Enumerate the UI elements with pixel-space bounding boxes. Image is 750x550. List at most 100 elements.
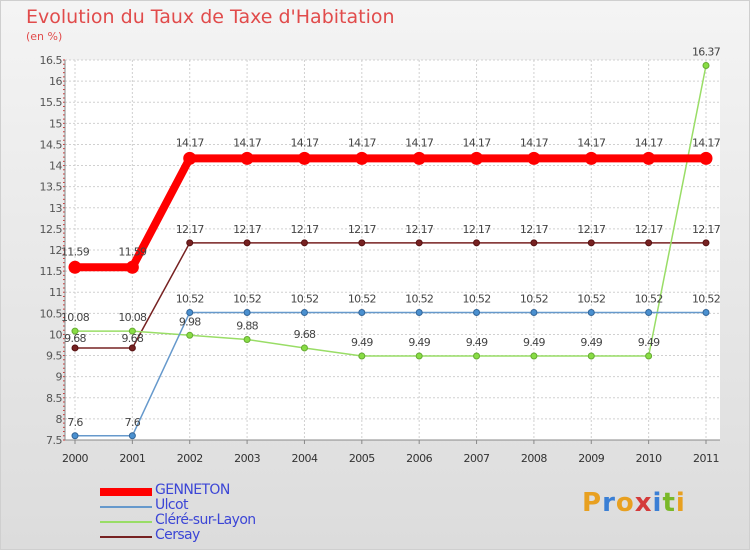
data-label: 14.17 <box>463 136 492 149</box>
y-tick-label: 11.5 <box>40 265 63 278</box>
data-label: 10.52 <box>577 292 605 305</box>
data-label: 9.68 <box>122 332 144 345</box>
data-point <box>125 260 139 274</box>
data-point <box>71 432 79 440</box>
data-point <box>186 239 194 247</box>
legend-swatch <box>100 488 152 496</box>
data-point <box>358 352 366 360</box>
data-point <box>71 327 79 335</box>
x-tick-label: 2000 <box>62 452 88 465</box>
data-label: 10.52 <box>463 292 491 305</box>
y-tick-label: 9 <box>56 371 63 384</box>
data-point <box>128 432 136 440</box>
data-point <box>243 239 251 247</box>
data-label: 9.98 <box>179 315 201 328</box>
data-label: 9.49 <box>580 336 602 349</box>
data-label: 12.17 <box>577 223 606 236</box>
y-tick-label: 8.5 <box>46 392 62 405</box>
data-label: 10.52 <box>290 292 318 305</box>
data-label: 9.49 <box>351 336 373 349</box>
data-point <box>645 239 653 247</box>
data-point <box>358 239 366 247</box>
data-point <box>300 239 308 247</box>
data-label: 14.17 <box>290 136 319 149</box>
data-label: 12.17 <box>520 223 549 236</box>
data-point <box>128 327 136 335</box>
y-tick-label: 16 <box>49 75 62 88</box>
data-label: 14.17 <box>520 136 549 149</box>
y-tick-label: 16.5 <box>40 54 63 67</box>
data-label: 7.6 <box>67 416 83 429</box>
data-point <box>71 344 79 352</box>
legend-label: GENNETON <box>155 482 230 498</box>
data-label: 12.17 <box>176 223 205 236</box>
logo-letter: o <box>615 488 635 518</box>
data-point <box>186 331 194 339</box>
data-point <box>702 239 710 247</box>
data-point <box>412 151 426 165</box>
legend-swatch <box>100 506 152 508</box>
data-point <box>645 308 653 316</box>
logo-letter: i <box>652 488 663 518</box>
data-label: 10.52 <box>635 292 663 305</box>
y-tick-label: 9.5 <box>46 350 62 363</box>
data-label: 12.17 <box>635 223 664 236</box>
logo-letter: x <box>634 488 653 518</box>
data-label: 10.52 <box>233 292 261 305</box>
data-point <box>527 151 541 165</box>
data-point <box>473 308 481 316</box>
data-label: 10.52 <box>405 292 433 305</box>
data-label: 14.17 <box>176 136 205 149</box>
x-tick-label: 2003 <box>234 452 260 465</box>
x-tick-label: 2007 <box>464 452 490 465</box>
x-tick-label: 2009 <box>578 452 604 465</box>
logo-letter: P <box>582 488 603 518</box>
data-point <box>300 344 308 352</box>
data-label: 9.49 <box>523 336 545 349</box>
y-tick-label: 7.5 <box>46 434 62 447</box>
logo-letter: i <box>675 488 686 518</box>
data-point <box>355 151 369 165</box>
data-label: 14.17 <box>405 136 434 149</box>
legend-swatch <box>100 536 152 538</box>
x-tick-label: 2001 <box>119 452 145 465</box>
data-label: 10.08 <box>118 311 147 324</box>
legend-item: Cersay <box>100 527 320 544</box>
data-point <box>702 308 710 316</box>
legend-swatch <box>100 521 152 523</box>
legend-label: Cersay <box>155 527 200 543</box>
data-point <box>358 308 366 316</box>
y-tick-label: 15.5 <box>40 96 63 109</box>
x-tick-label: 2011 <box>693 452 719 465</box>
legend-item: Ulcot <box>100 497 320 514</box>
data-point <box>587 239 595 247</box>
data-point <box>702 61 710 69</box>
data-label: 12.17 <box>290 223 319 236</box>
data-point <box>300 308 308 316</box>
data-label: 14.17 <box>348 136 377 149</box>
logo-letter: r <box>602 488 616 518</box>
x-tick-label: 2008 <box>521 452 547 465</box>
y-tick-label: 10 <box>49 328 62 341</box>
logo-letter: t <box>662 488 676 518</box>
legend-item: Cléré-sur-Layon <box>100 512 320 529</box>
data-label: 14.17 <box>577 136 606 149</box>
data-point <box>240 151 254 165</box>
series-line-cersay <box>75 242 706 349</box>
data-label: 12.17 <box>463 223 492 236</box>
data-label: 11.59 <box>61 245 90 258</box>
data-point <box>415 308 423 316</box>
data-label: 9.68 <box>294 328 316 341</box>
y-tick-label: 11 <box>49 286 62 299</box>
data-label: 16.37 <box>692 45 721 58</box>
series-line-ulcot <box>75 311 706 437</box>
proxiti-logo: Proxiti <box>582 488 686 518</box>
y-axis-unit: (en %) <box>26 30 63 43</box>
y-tick-label: 15 <box>49 117 62 130</box>
data-label: 7.6 <box>125 416 141 429</box>
data-point <box>645 352 653 360</box>
data-point <box>473 352 481 360</box>
data-point <box>587 308 595 316</box>
data-label: 9.49 <box>466 336 488 349</box>
